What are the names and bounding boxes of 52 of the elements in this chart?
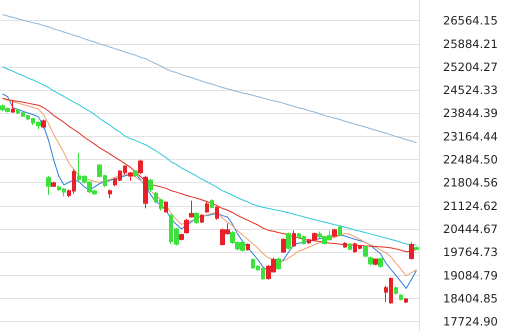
candlestick bbox=[184, 218, 189, 234]
y-tick-label: 21124.62 bbox=[443, 198, 498, 213]
candlestick bbox=[409, 242, 414, 260]
candlestick bbox=[189, 200, 194, 218]
candlestick bbox=[41, 119, 46, 129]
candlestick bbox=[215, 206, 219, 220]
candlestick bbox=[373, 258, 378, 266]
candlestick bbox=[399, 294, 403, 301]
candlestick bbox=[194, 212, 199, 224]
y-tick-label: 22484.50 bbox=[443, 152, 498, 167]
candlestick bbox=[51, 181, 56, 188]
candlestick bbox=[363, 245, 368, 258]
candlestick bbox=[205, 201, 209, 214]
candlestick bbox=[414, 246, 419, 251]
y-tick-label: 26564.15 bbox=[443, 14, 498, 28]
y-tick-label: 18404.85 bbox=[443, 291, 498, 306]
candlestick bbox=[179, 233, 184, 241]
candlestick bbox=[378, 257, 383, 268]
candlestick bbox=[292, 230, 296, 248]
candlestick bbox=[46, 176, 51, 196]
y-tick-label: 25204.27 bbox=[443, 60, 498, 74]
y-tick-label: 23844.39 bbox=[443, 106, 498, 120]
candlestick bbox=[164, 200, 168, 213]
y-tick-label: 25884.21 bbox=[443, 36, 498, 51]
line-series bbox=[2, 14, 417, 144]
candlestick bbox=[368, 256, 373, 266]
candlestick bbox=[404, 297, 408, 304]
candlestick bbox=[348, 242, 352, 251]
candlestick bbox=[133, 170, 138, 178]
candlestick bbox=[281, 238, 286, 254]
y-tick-label: 19084.79 bbox=[443, 268, 498, 282]
candlestick bbox=[276, 257, 281, 270]
candlestick bbox=[332, 228, 337, 238]
candlestick bbox=[143, 175, 148, 209]
candlestick bbox=[148, 178, 153, 192]
y-tick-label: 23164.44 bbox=[443, 129, 498, 144]
candlestick bbox=[394, 286, 398, 296]
candlestick bbox=[246, 242, 250, 252]
candlestick bbox=[210, 198, 214, 209]
y-tick-label: 24524.33 bbox=[443, 83, 498, 98]
candlestick bbox=[108, 189, 112, 199]
candlestick bbox=[138, 159, 143, 175]
y-tick-label: 17724.90 bbox=[443, 314, 498, 329]
y-tick-label: 20444.67 bbox=[443, 222, 498, 236]
candlestick bbox=[200, 214, 204, 224]
candlestick bbox=[338, 226, 342, 237]
y-tick-label: 21804.56 bbox=[443, 176, 498, 190]
candlestick bbox=[11, 100, 15, 114]
line-series bbox=[2, 66, 417, 246]
candlestick bbox=[286, 232, 291, 250]
y-tick-label: 19764.73 bbox=[443, 245, 498, 260]
candlestick bbox=[343, 242, 347, 248]
